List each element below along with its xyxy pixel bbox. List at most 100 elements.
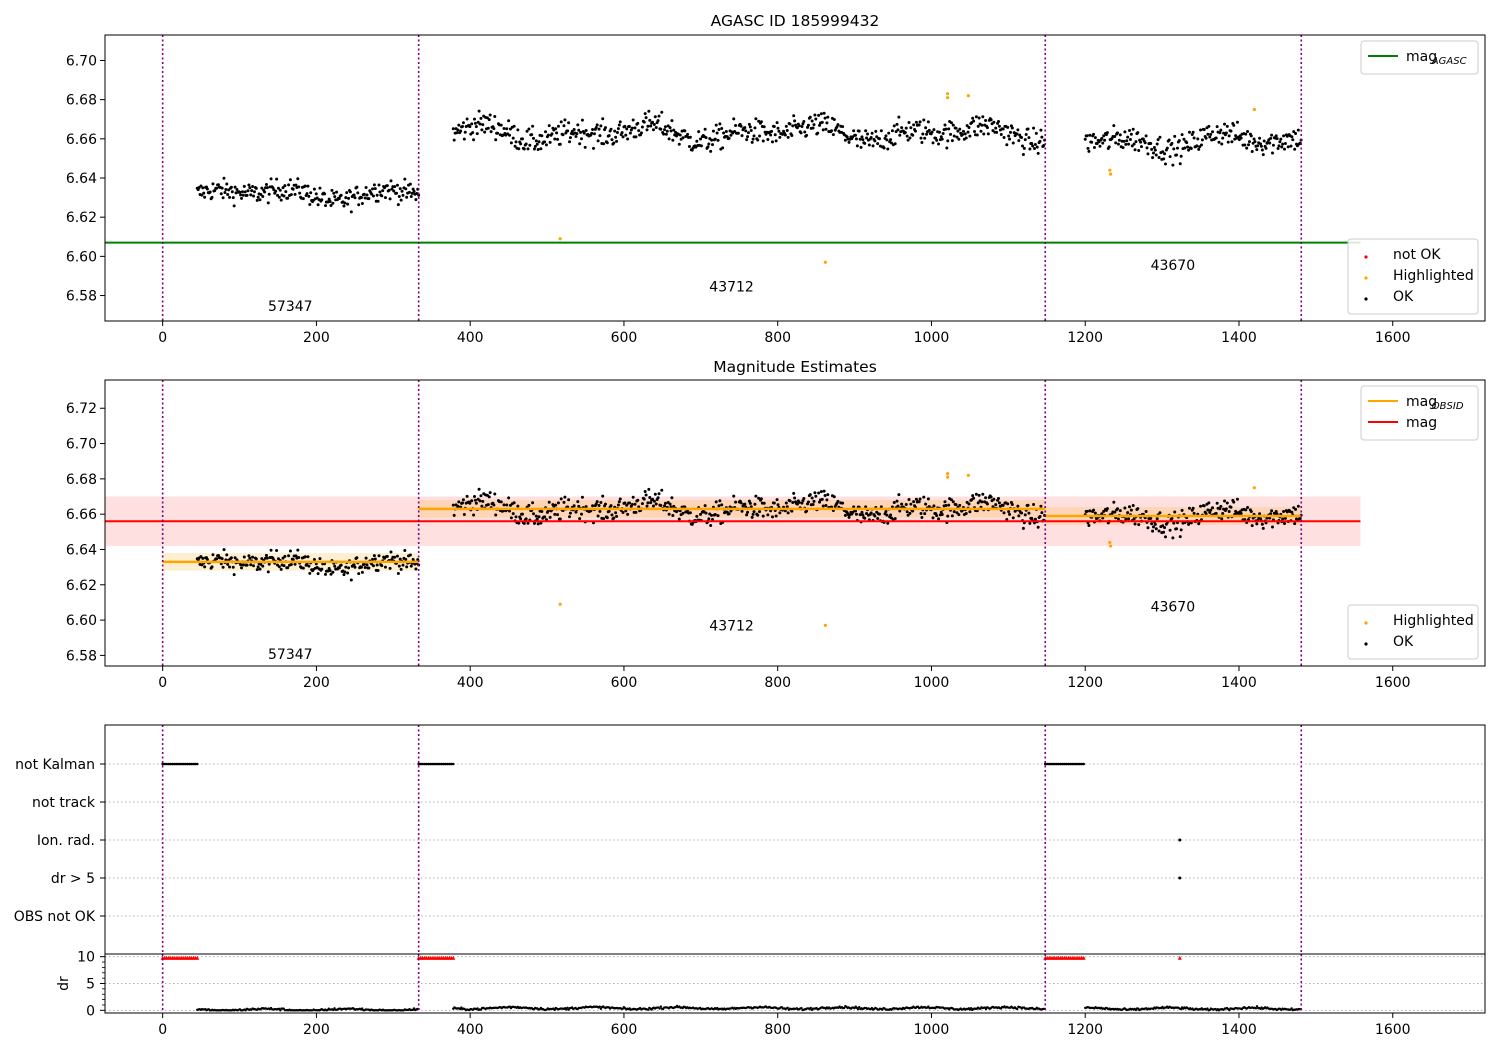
ok-point: [231, 196, 235, 200]
ok-point: [331, 570, 335, 574]
ok-point: [1293, 147, 1297, 151]
ok-point: [823, 494, 827, 498]
ok-point: [1204, 512, 1208, 516]
ok-point: [790, 133, 794, 137]
ok-point: [743, 502, 747, 506]
ok-point: [713, 512, 717, 516]
ok-point: [603, 126, 607, 130]
ok-point: [906, 513, 910, 517]
ok-point: [1232, 500, 1236, 504]
ok-point: [1187, 506, 1191, 510]
p1-ytick-label: 6.68: [66, 93, 97, 109]
ok-point: [1220, 142, 1224, 146]
ok-point: [365, 563, 369, 567]
ok-point: [806, 500, 810, 504]
p4-xtick-label: 400: [457, 1022, 484, 1038]
flag-point: [423, 762, 426, 766]
ok-point: [547, 500, 551, 504]
flag-point: [428, 762, 432, 766]
p2-legend-lower-box: [1347, 604, 1479, 660]
ok-point: [251, 184, 255, 188]
ok-point: [640, 125, 644, 129]
ok-point: [1206, 508, 1210, 512]
ok-point: [922, 118, 926, 122]
ok-point: [242, 555, 246, 559]
ok-point: [202, 191, 206, 195]
p4-xtick-label: 800: [764, 1022, 791, 1038]
ok-point: [383, 196, 387, 200]
ok-point: [931, 516, 935, 520]
ok-point: [1020, 511, 1024, 515]
ok-point: [465, 494, 469, 498]
ok-point: [241, 193, 245, 197]
ok-point: [553, 137, 557, 141]
ok-point: [821, 504, 825, 508]
ok-point: [664, 132, 668, 136]
ok-point: [860, 510, 864, 514]
ok-point: [825, 498, 829, 502]
flag-category-label: Ion. rad.: [37, 833, 95, 849]
ok-point: [710, 138, 714, 142]
ok-point: [524, 142, 528, 146]
ok-point: [546, 133, 550, 137]
ok-point: [398, 187, 402, 191]
ok-point: [283, 184, 287, 188]
ok-point: [1100, 512, 1104, 516]
ok-point: [328, 199, 332, 203]
ok-point: [1100, 136, 1104, 140]
ok-point: [967, 502, 971, 506]
ok-point: [1088, 133, 1092, 137]
ok-point: [1199, 504, 1203, 508]
ok-point: [981, 115, 985, 119]
ok-point: [972, 496, 976, 500]
ok-point: [527, 503, 531, 507]
ok-point: [522, 521, 526, 525]
ok-point: [1040, 511, 1044, 515]
ok-point: [1114, 141, 1118, 145]
ok-point: [1182, 137, 1186, 141]
dr-point: [786, 1006, 789, 1010]
ok-point: [1122, 139, 1126, 143]
ok-point: [659, 127, 663, 131]
ok-point: [941, 131, 945, 135]
ok-point: [210, 195, 214, 199]
ok-point: [1153, 522, 1157, 526]
ok-point: [626, 137, 630, 141]
ok-point: [1229, 505, 1233, 509]
flag-point: [1061, 762, 1064, 766]
ok-point: [511, 136, 515, 140]
ok-point: [633, 126, 637, 130]
ok-point: [947, 503, 951, 507]
ok-point: [984, 496, 988, 500]
ok-point: [647, 109, 651, 113]
flag-category-label: not Kalman: [15, 757, 95, 773]
ok-point: [861, 513, 865, 517]
dr-clipped-marker: [1177, 955, 1182, 960]
dr-point: [1290, 1007, 1293, 1010]
ok-point: [989, 118, 993, 122]
ok-point: [656, 119, 660, 123]
ok-point: [363, 566, 367, 570]
ok-point: [1031, 144, 1035, 148]
dr-point: [1255, 1005, 1259, 1008]
ok-point: [748, 501, 752, 505]
ok-point: [1118, 133, 1122, 137]
ok-point: [594, 502, 598, 506]
ok-point: [1137, 148, 1141, 152]
ok-point: [946, 514, 950, 518]
ok-point: [854, 133, 858, 137]
ok-point: [1259, 142, 1263, 146]
ok-point: [559, 497, 563, 501]
flag-point: [421, 762, 424, 766]
ok-point: [830, 129, 834, 133]
ok-point: [1030, 141, 1034, 145]
ok-point: [1206, 132, 1210, 136]
p2-xtick-label: 400: [457, 675, 484, 691]
ok-point: [774, 139, 778, 143]
ok-point: [724, 129, 728, 133]
ok-point: [372, 183, 376, 187]
ok-point: [1190, 133, 1194, 137]
p1-legend-lower-marker: [1364, 297, 1368, 301]
ok-point: [854, 512, 858, 516]
ok-point: [1195, 144, 1199, 148]
